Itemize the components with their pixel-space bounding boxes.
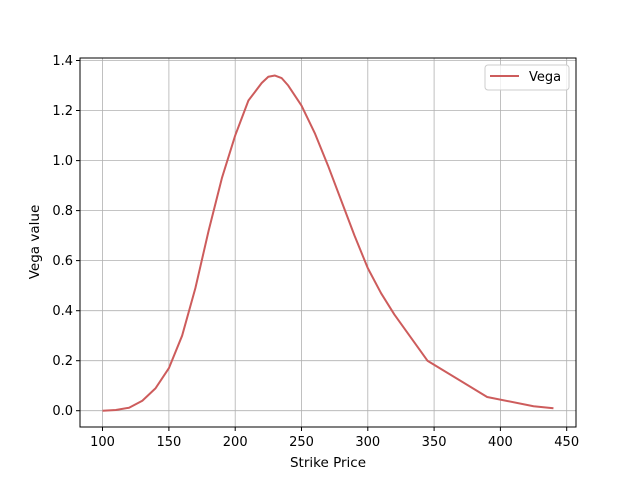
y-axis-label: Vega value [27, 205, 43, 280]
grid [80, 58, 576, 427]
y-tick-label: 1.2 [52, 104, 73, 119]
legend-box [484, 64, 570, 91]
x-tick-label: 100 [90, 435, 115, 450]
y-tick-label: 1.0 [52, 154, 73, 169]
series-layer [102, 74, 554, 412]
legend: Vega [484, 64, 570, 91]
x-tick-label: 150 [156, 435, 181, 450]
x-tick-label: 200 [223, 435, 248, 450]
y-tick-label: 0.8 [52, 204, 73, 219]
x-tick-label: 400 [488, 435, 513, 450]
x-tick-label: 250 [289, 435, 314, 450]
plot-area-frame [79, 57, 577, 428]
x-axis: 100 150 200 250 300 350 400 450 [90, 427, 579, 450]
legend-label-vega: Vega [529, 70, 561, 85]
x-tick-label: 450 [554, 435, 579, 450]
series-line-vega [102, 74, 554, 412]
y-tick-label: 1.4 [52, 54, 73, 69]
y-axis: 0.0 0.2 0.4 0.6 0.8 1.0 1.2 1.4 [52, 54, 80, 419]
x-tick-label: 300 [355, 435, 380, 450]
x-tick-label: 350 [422, 435, 447, 450]
y-tick-label: 0.2 [52, 354, 73, 369]
y-tick-label: 0.4 [52, 304, 73, 319]
x-axis-label: Strike Price [290, 455, 366, 471]
y-tick-label: 0.0 [52, 404, 73, 419]
y-tick-label: 0.6 [52, 254, 73, 269]
